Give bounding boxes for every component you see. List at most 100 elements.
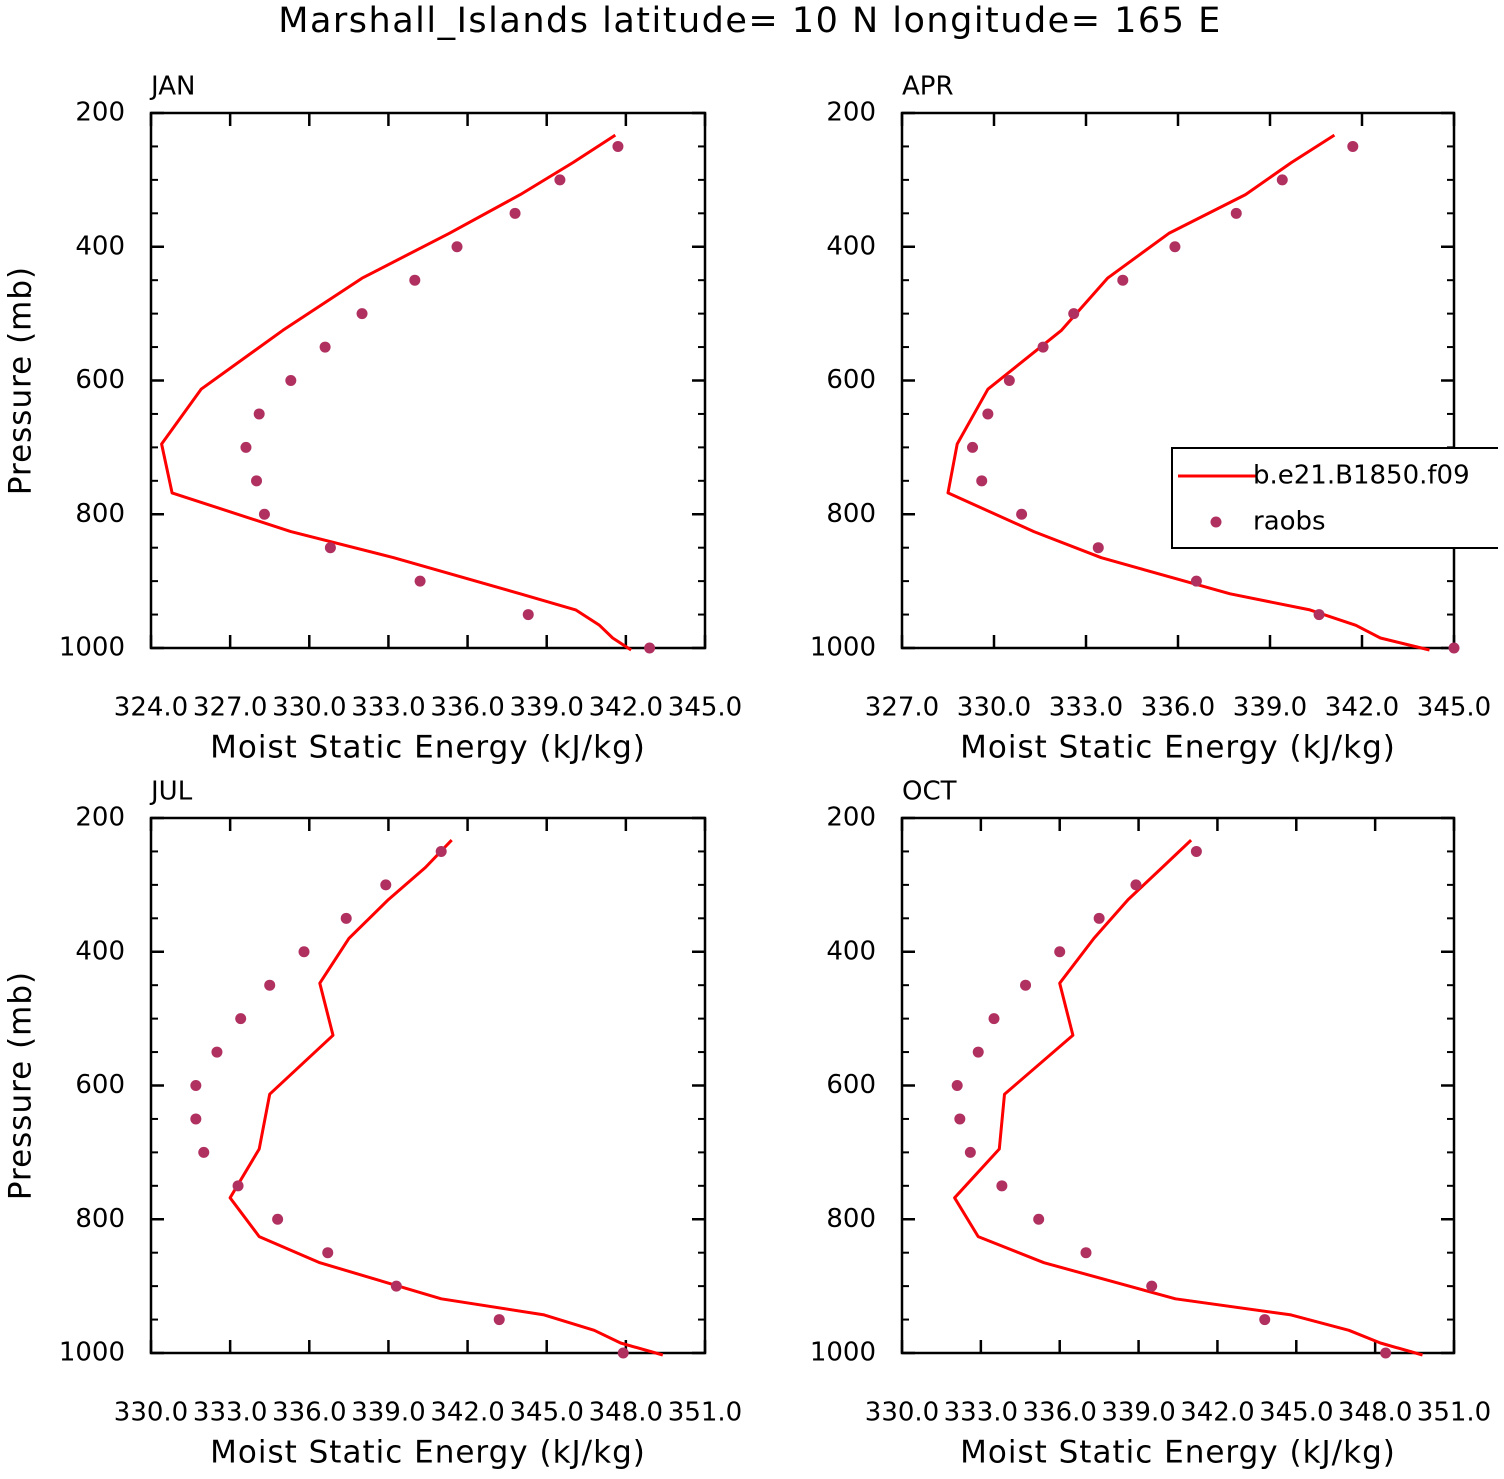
y-tick-label: 200 (826, 98, 876, 128)
y-tick-label: 800 (826, 499, 876, 529)
obs-point (982, 408, 994, 420)
x-tick-label: 351.0 (1417, 1398, 1491, 1428)
obs-point (251, 475, 263, 487)
x-tick-label: 333.0 (944, 1398, 1018, 1428)
y-tick-label: 1000 (59, 633, 125, 663)
obs-point (1130, 879, 1142, 891)
obs-point (1068, 308, 1080, 320)
obs-point (1037, 341, 1049, 353)
x-tick-label: 327.0 (193, 693, 267, 723)
panel-title: APR (902, 72, 954, 102)
x-tick-label: 330.0 (114, 1398, 188, 1428)
x-tick-label: 333.0 (1049, 693, 1123, 723)
obs-point (211, 1046, 223, 1058)
obs-point (1380, 1347, 1392, 1359)
x-tick-label: 342.0 (430, 1398, 504, 1428)
obs-point (1169, 241, 1181, 253)
y-tick-label: 400 (75, 936, 125, 966)
x-tick-label: 339.0 (1233, 693, 1307, 723)
y-tick-label: 800 (75, 499, 125, 529)
y-tick-label: 600 (826, 365, 876, 395)
x-axis-label: Moist Static Energy (kJ/kg) (210, 730, 646, 766)
x-tick-label: 345.0 (668, 693, 742, 723)
obs-point (1146, 1280, 1158, 1292)
obs-point (1054, 946, 1066, 958)
model-line (946, 133, 1430, 652)
obs-point (964, 1146, 976, 1158)
obs-point (324, 542, 336, 554)
obs-point (1190, 575, 1202, 587)
model-line (160, 133, 632, 652)
x-tick-label: 342.0 (589, 693, 663, 723)
x-tick-label: 339.0 (509, 693, 583, 723)
obs-point (967, 441, 979, 453)
x-tick-label: 324.0 (114, 693, 188, 723)
obs-point (1347, 140, 1359, 152)
obs-point (258, 508, 270, 520)
obs-point (976, 475, 988, 487)
obs-point (235, 1013, 247, 1025)
y-axis-label: Pressure (mb) (3, 971, 39, 1200)
panel-title: JUL (149, 777, 193, 807)
x-tick-label: 345.0 (1417, 693, 1491, 723)
x-tick-label: 330.0 (272, 693, 346, 723)
obs-point (319, 341, 331, 353)
obs-point (1190, 845, 1202, 857)
x-tick-label: 330.0 (865, 1398, 939, 1428)
obs-point (996, 1180, 1008, 1192)
obs-point (390, 1280, 402, 1292)
legend-label: raobs (1253, 507, 1326, 537)
panel: APR 200 400 600 800 1000 327.0 330.0 333.0 336.0 3… (810, 72, 1491, 766)
obs-point (435, 845, 447, 857)
obs-point (1276, 174, 1288, 186)
obs-point (414, 575, 426, 587)
y-tick-label: 600 (75, 1070, 125, 1100)
panel-title: OCT (902, 777, 957, 807)
obs-point (285, 375, 297, 386)
x-tick-label: 339.0 (351, 1398, 425, 1428)
y-tick-label: 1000 (810, 1338, 876, 1368)
obs-point (1259, 1314, 1271, 1326)
obs-point (190, 1080, 202, 1091)
obs-point (988, 1013, 1000, 1025)
y-tick-label: 800 (75, 1204, 125, 1234)
x-tick-label: 339.0 (1101, 1398, 1175, 1428)
x-tick-label: 342.0 (1180, 1398, 1254, 1428)
y-tick-label: 1000 (810, 633, 876, 663)
legend-marker (1210, 516, 1222, 528)
obs-point (272, 1213, 284, 1225)
obs-point (612, 140, 624, 152)
y-tick-label: 200 (75, 98, 125, 128)
obs-point (1033, 1213, 1045, 1225)
obs-point (1117, 274, 1129, 286)
x-tick-label: 336.0 (272, 1398, 346, 1428)
obs-point (356, 308, 368, 320)
y-tick-label: 600 (826, 1070, 876, 1100)
x-tick-label: 351.0 (668, 1398, 742, 1428)
x-tick-label: 336.0 (1022, 1398, 1096, 1428)
obs-point (509, 207, 521, 219)
obs-point (451, 241, 463, 253)
obs-point (240, 441, 252, 453)
obs-point (253, 408, 265, 420)
x-axis-label: Moist Static Energy (kJ/kg) (960, 1435, 1396, 1471)
x-tick-label: 336.0 (430, 693, 504, 723)
obs-point (1448, 642, 1460, 654)
legend: b.e21.B1850.f09 raobs (1171, 447, 1498, 549)
x-tick-label: 348.0 (1338, 1398, 1412, 1428)
x-tick-label: 330.0 (957, 693, 1031, 723)
legend-box (1171, 447, 1498, 549)
x-tick-label: 336.0 (1141, 693, 1215, 723)
obs-point (198, 1146, 210, 1158)
y-tick-label: 400 (75, 231, 125, 261)
x-tick-label: 348.0 (589, 1398, 663, 1428)
obs-point (493, 1314, 505, 1326)
y-tick-label: 800 (826, 1204, 876, 1234)
model-line (953, 839, 1423, 1357)
x-tick-label: 345.0 (509, 1398, 583, 1428)
y-tick-label: 400 (826, 231, 876, 261)
obs-point (264, 979, 276, 991)
y-tick-label: 200 (826, 803, 876, 833)
